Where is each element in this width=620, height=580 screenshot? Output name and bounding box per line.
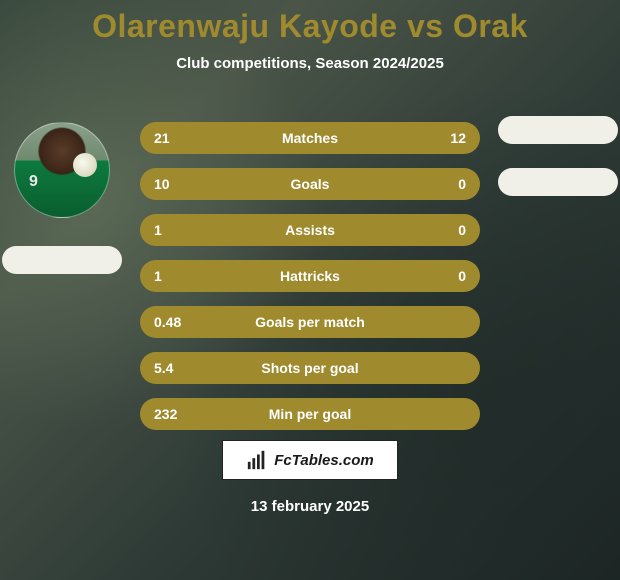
stat-left-value: 1 — [154, 222, 188, 238]
stat-row-goals-per-match: 0.48 Goals per match — [140, 306, 480, 338]
stat-row-assists: 1 Assists 0 — [140, 214, 480, 246]
player-right-name-pill-1 — [498, 116, 618, 144]
fctables-logo-link[interactable]: FcTables.com — [222, 440, 398, 480]
player-left-avatar — [14, 122, 110, 218]
stat-right-value: 0 — [432, 268, 466, 284]
stat-label: Shots per goal — [188, 360, 432, 376]
stat-label: Matches — [188, 130, 432, 146]
stats-panel: 21 Matches 12 10 Goals 0 1 Assists 0 1 H… — [140, 122, 480, 430]
logo-text: FcTables.com — [274, 452, 373, 469]
stat-label: Goals — [188, 176, 432, 192]
bars-icon — [246, 449, 268, 471]
stat-left-value: 21 — [154, 130, 188, 146]
stat-row-goals: 10 Goals 0 — [140, 168, 480, 200]
stat-row-hattricks: 1 Hattricks 0 — [140, 260, 480, 292]
stat-right-value: 0 — [432, 176, 466, 192]
stat-left-value: 5.4 — [154, 360, 188, 376]
page-title: Olarenwaju Kayode vs Orak — [0, 0, 620, 45]
page-subtitle: Club competitions, Season 2024/2025 — [0, 55, 620, 72]
stat-left-value: 232 — [154, 406, 188, 422]
stat-label: Hattricks — [188, 268, 432, 284]
content-root: Olarenwaju Kayode vs Orak Club competiti… — [0, 0, 620, 580]
stat-right-value: 12 — [432, 130, 466, 146]
player-right-name-pill-2 — [498, 168, 618, 196]
stat-left-value: 0.48 — [154, 314, 188, 330]
stat-label: Goals per match — [188, 314, 432, 330]
stat-left-value: 1 — [154, 268, 188, 284]
stat-label: Min per goal — [188, 406, 432, 422]
stat-row-min-per-goal: 232 Min per goal — [140, 398, 480, 430]
stat-label: Assists — [188, 222, 432, 238]
date-label: 13 february 2025 — [251, 498, 369, 515]
stat-right-value: 0 — [432, 222, 466, 238]
stat-row-matches: 21 Matches 12 — [140, 122, 480, 154]
player-left — [12, 122, 112, 274]
player-right — [508, 116, 608, 196]
stat-row-shots-per-goal: 5.4 Shots per goal — [140, 352, 480, 384]
player-left-name-pill — [2, 246, 122, 274]
stat-left-value: 10 — [154, 176, 188, 192]
